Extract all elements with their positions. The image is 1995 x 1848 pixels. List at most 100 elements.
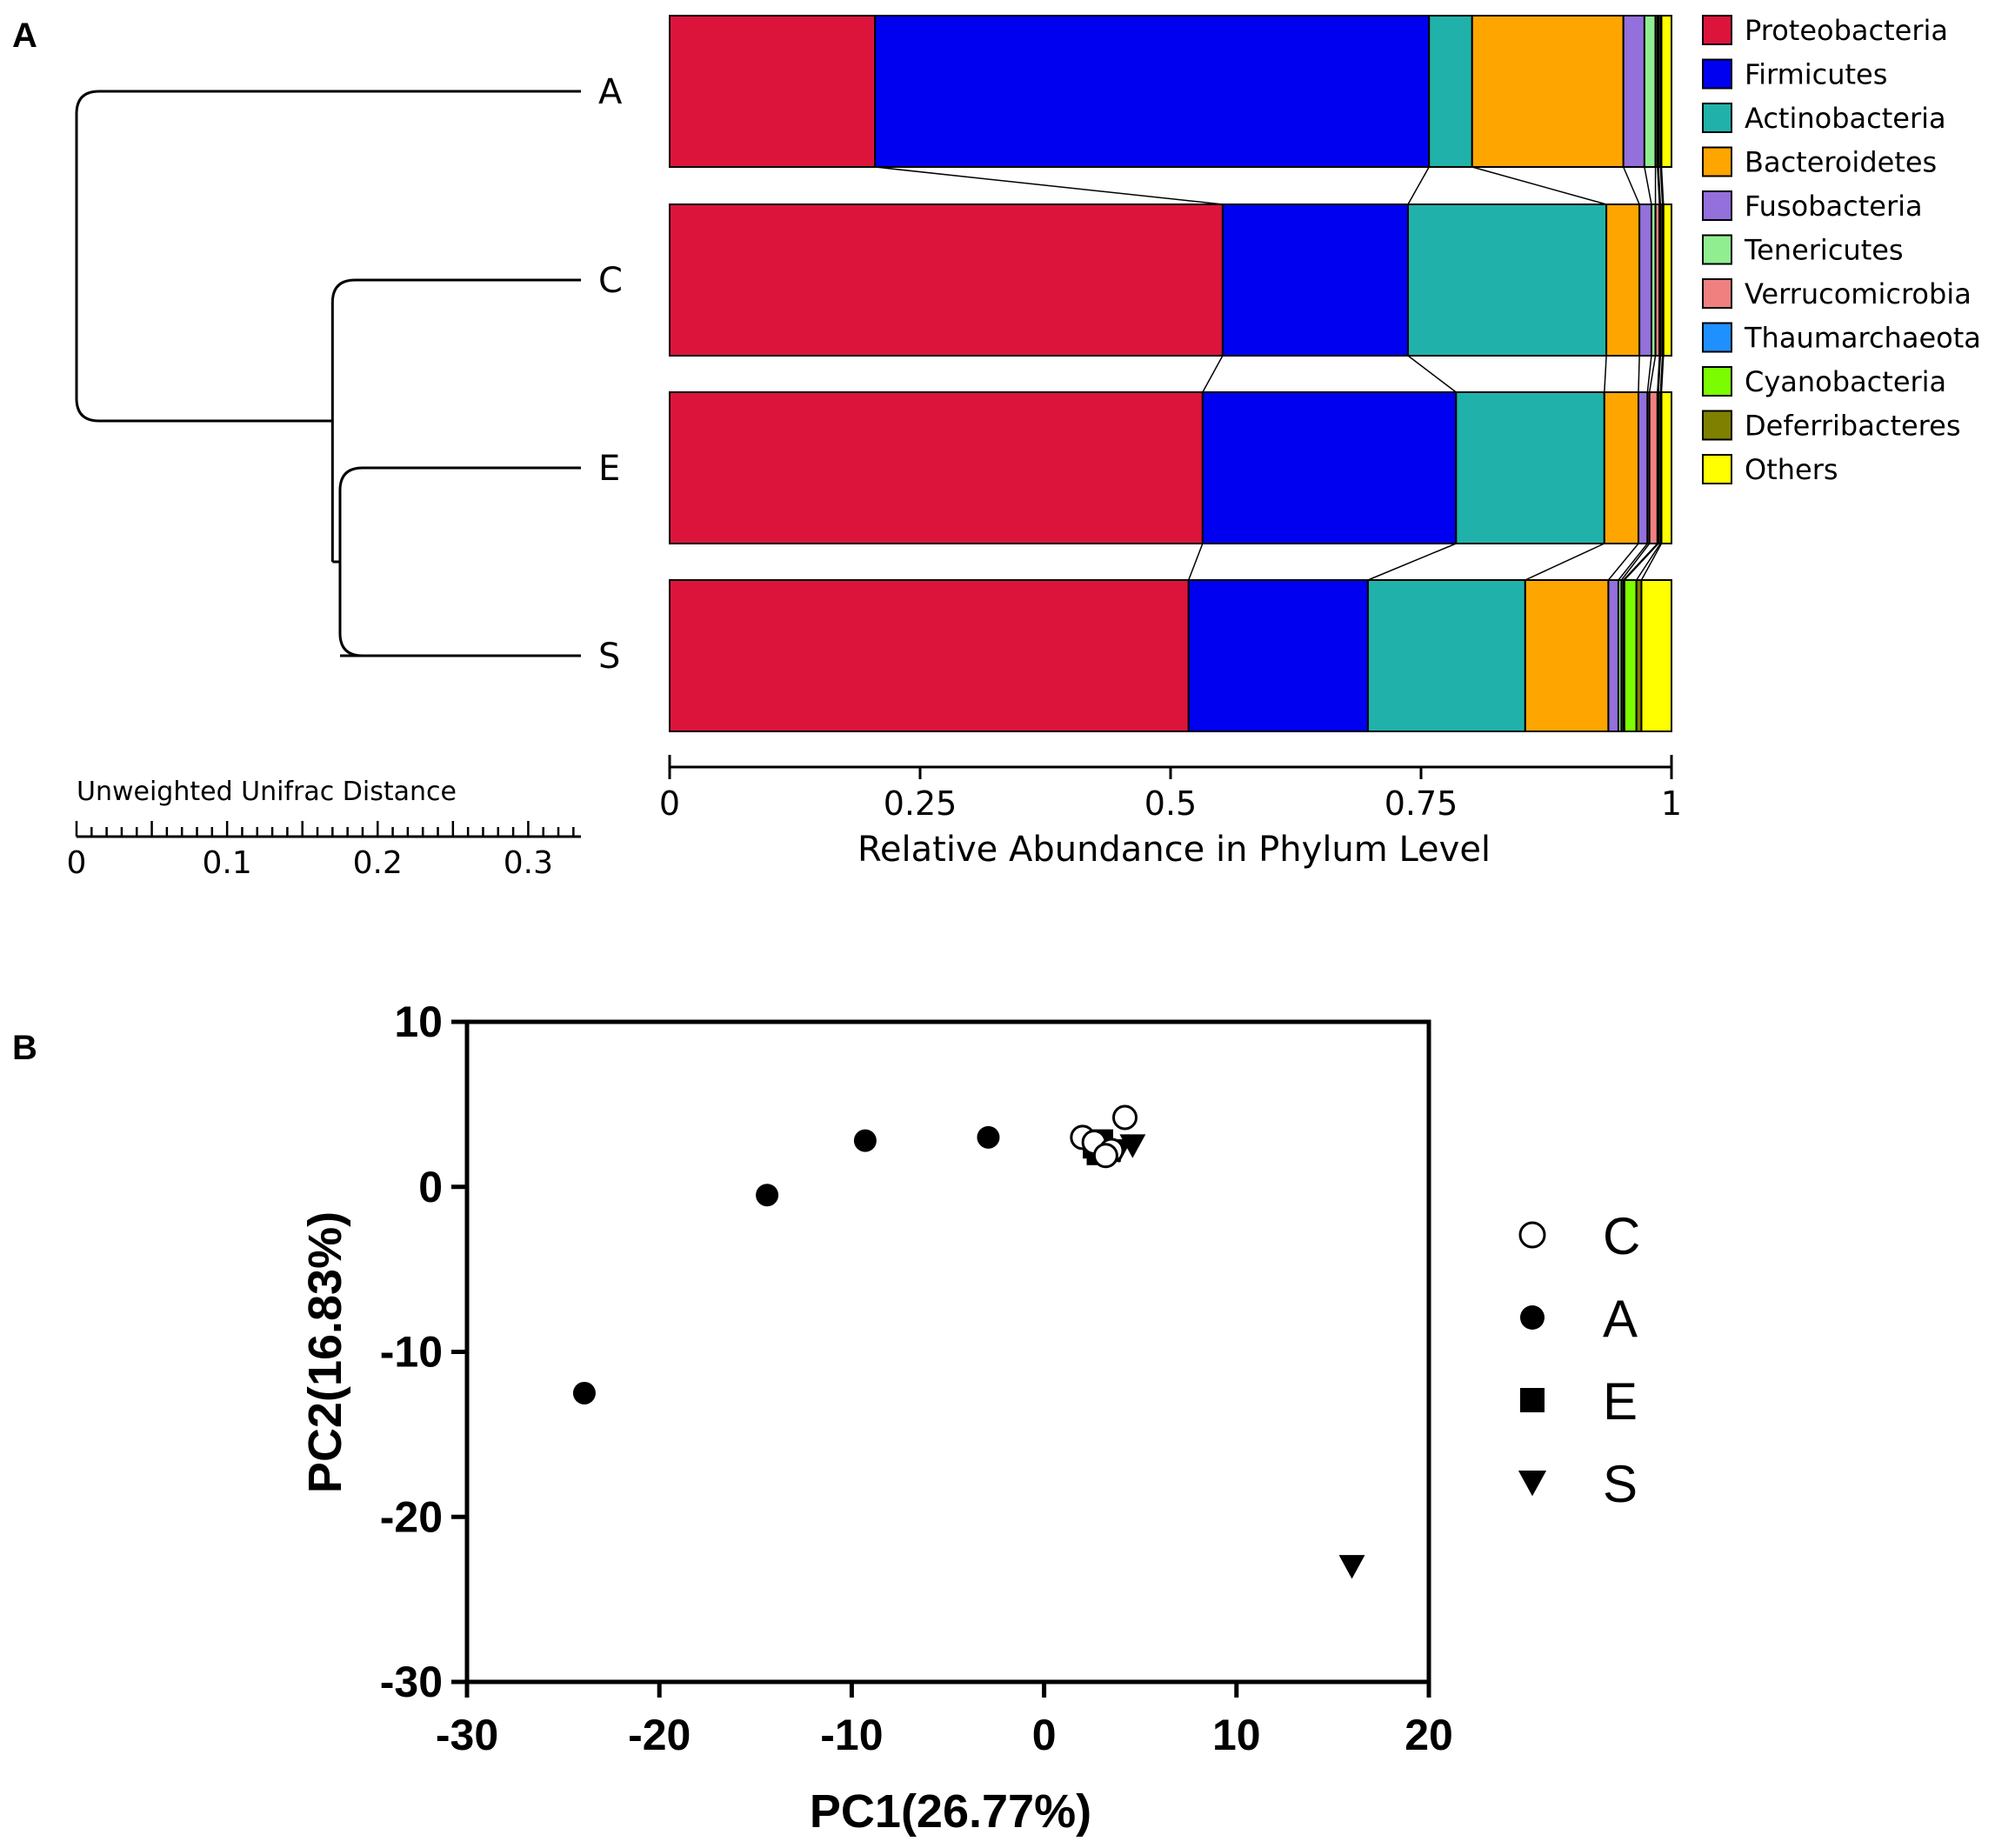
bar-connector-line — [1604, 355, 1607, 393]
panel-label-b: B — [12, 1029, 37, 1067]
bar-connector-line — [1367, 543, 1457, 581]
legend-marker-a — [1520, 1305, 1545, 1330]
legend-label-cyanobacteria: Cyanobacteria — [1745, 365, 1946, 398]
dendrogram-axis-tick-label: 0 — [67, 845, 87, 881]
bar-connector-line — [1644, 166, 1652, 205]
data-point-a — [977, 1125, 1000, 1149]
data-point-a — [853, 1129, 877, 1152]
bar-segment-E-firmicutes — [1201, 391, 1458, 544]
dendrogram-branch-c — [330, 278, 581, 562]
bar-connector-line — [1407, 166, 1430, 205]
legend-label-c: C — [1603, 1207, 1640, 1265]
pc1-axis-label: PC1(26.77%) — [810, 1785, 1091, 1838]
y-axis-tick-label: -30 — [380, 1658, 443, 1706]
x-axis-tick-label: 20 — [1405, 1711, 1453, 1759]
legend-marker-c — [1518, 1221, 1546, 1249]
legend-label-tenericutes: Tenericutes — [1744, 234, 1904, 267]
bar-segment-S-others — [1640, 579, 1672, 732]
bar-connector-line — [1202, 355, 1224, 393]
bar-segment-E-others — [1660, 391, 1672, 544]
bar-connector-line — [1659, 355, 1664, 393]
bar-connector-line — [1659, 166, 1664, 205]
bar-segment-E-actinobacteria — [1455, 391, 1605, 544]
legend-marker-e — [1520, 1388, 1545, 1412]
bar-segment-S-proteobacteria — [669, 579, 1190, 732]
bar-segment-C-others — [1662, 203, 1673, 357]
bar-segment-E-proteobacteria — [669, 391, 1204, 544]
bar-connector-line — [1638, 355, 1640, 393]
bar-connector-line — [1618, 543, 1648, 581]
y-axis-tick-label: 0 — [418, 1163, 443, 1211]
bar-segment-S-cyanobacteria — [1623, 579, 1638, 732]
legend-label-others: Others — [1745, 453, 1838, 486]
legend-label-verrucomicrobia: Verrucomicrobia — [1745, 277, 1972, 310]
bar-connector-line — [1657, 166, 1660, 205]
legend-label-deferribacteres: Deferribacteres — [1745, 410, 1960, 443]
legend-label-a: A — [1603, 1290, 1638, 1348]
data-point-c — [1092, 1143, 1118, 1169]
dendrogram-leaf-label-a: A — [598, 72, 623, 112]
dendrogram-branch-e-s — [338, 466, 581, 657]
bar-axis-tick-label: 0.75 — [1384, 784, 1458, 823]
bar-segment-S-fusobacteria — [1607, 579, 1619, 732]
bar-connector-line — [1658, 166, 1662, 205]
data-point-s — [1338, 1555, 1365, 1579]
bar-connector-line — [1646, 355, 1652, 393]
bar-connector-line — [1623, 166, 1640, 205]
bar-connector-line — [1636, 543, 1661, 581]
x-axis-tick-label: -20 — [628, 1711, 691, 1759]
bar-segment-E-verrucomicrobia — [1648, 391, 1658, 544]
legend-swatch-thaumarchaeota — [1702, 322, 1732, 353]
y-axis-tick-label: -10 — [380, 1328, 443, 1377]
legend-label-actinobacteria: Actinobacteria — [1745, 102, 1946, 135]
bar-connector-line — [1660, 166, 1665, 205]
bar-x-axis: 0 0.25 0.5 0.75 1 — [659, 755, 1682, 823]
dendrogram-title: Unweighted Unifrac Distance — [77, 777, 457, 807]
panel-label-a: A — [12, 17, 37, 55]
bar-connector-line — [1525, 543, 1605, 581]
bar-connector-line — [1623, 543, 1658, 581]
bar-segment-C-fusobacteria — [1638, 203, 1652, 357]
x-axis-tick-label: 0 — [1032, 1711, 1057, 1759]
legend-label-e: E — [1603, 1372, 1638, 1431]
bar-segment-A-firmicutes — [874, 15, 1431, 168]
legend-label-bacteroidetes: Bacteroidetes — [1745, 146, 1937, 179]
phylum-legend: Proteobacteria Firmicutes Actinobacteria Ba… — [1702, 14, 1981, 486]
data-point-a — [756, 1184, 779, 1207]
legend-label-s: S — [1603, 1455, 1638, 1513]
legend-swatch-verrucomicrobia — [1702, 278, 1732, 309]
bar-segment-E-fusobacteria — [1637, 391, 1649, 544]
legend-label-thaumarchaeota: Thaumarchaeota — [1744, 322, 1981, 355]
data-point-a — [572, 1381, 596, 1404]
dendrogram-axis-tick-label: 0.3 — [504, 845, 553, 881]
legend-swatch-actinobacteria — [1702, 103, 1732, 133]
legend-swatch-bacteroidetes — [1702, 146, 1732, 177]
bar-segment-C-firmicutes — [1221, 203, 1410, 357]
legend-label-fusobacteria: Fusobacteria — [1745, 190, 1923, 223]
pcoa-scatter-plot: -30 -20 -10 0 10 20 -30 -20 -10 0 10 — [380, 997, 1453, 1759]
y-axis-tick-label: 10 — [394, 997, 443, 1046]
bar-connector-line — [1607, 543, 1639, 581]
bar-segment-A-actinobacteria — [1428, 15, 1473, 168]
bar-axis-tick-label: 1 — [1661, 784, 1682, 823]
bar-segment-A-bacteroidetes — [1471, 15, 1625, 168]
x-axis-tick-label: 10 — [1212, 1711, 1261, 1759]
y-axis-tick-label: -20 — [380, 1492, 443, 1541]
legend-swatch-proteobacteria — [1702, 15, 1732, 45]
bar-connector-line — [1188, 543, 1204, 581]
pc2-axis-label: PC2(16.83%) — [299, 1211, 351, 1493]
bar-segment-A-fusobacteria — [1622, 15, 1645, 168]
dendrogram-axis-tick-label: 0.1 — [203, 845, 252, 881]
bar-x-axis-label: Relative Abundance in Phylum Level — [857, 830, 1491, 870]
bar-segment-A-proteobacteria — [669, 15, 877, 168]
bar-connector-line — [1657, 355, 1660, 393]
x-axis-tick-label: -30 — [436, 1711, 498, 1759]
dendrogram-axis-tick-label: 0.2 — [353, 845, 403, 881]
legend-swatch-firmicutes — [1702, 58, 1732, 90]
x-axis-tick-label: -10 — [820, 1711, 883, 1759]
bar-connector-line — [1407, 355, 1457, 393]
bar-segment-C-bacteroidetes — [1605, 203, 1641, 357]
legend-label-proteobacteria: Proteobacteria — [1745, 14, 1948, 47]
bar-segment-S-bacteroidetes — [1524, 579, 1610, 732]
